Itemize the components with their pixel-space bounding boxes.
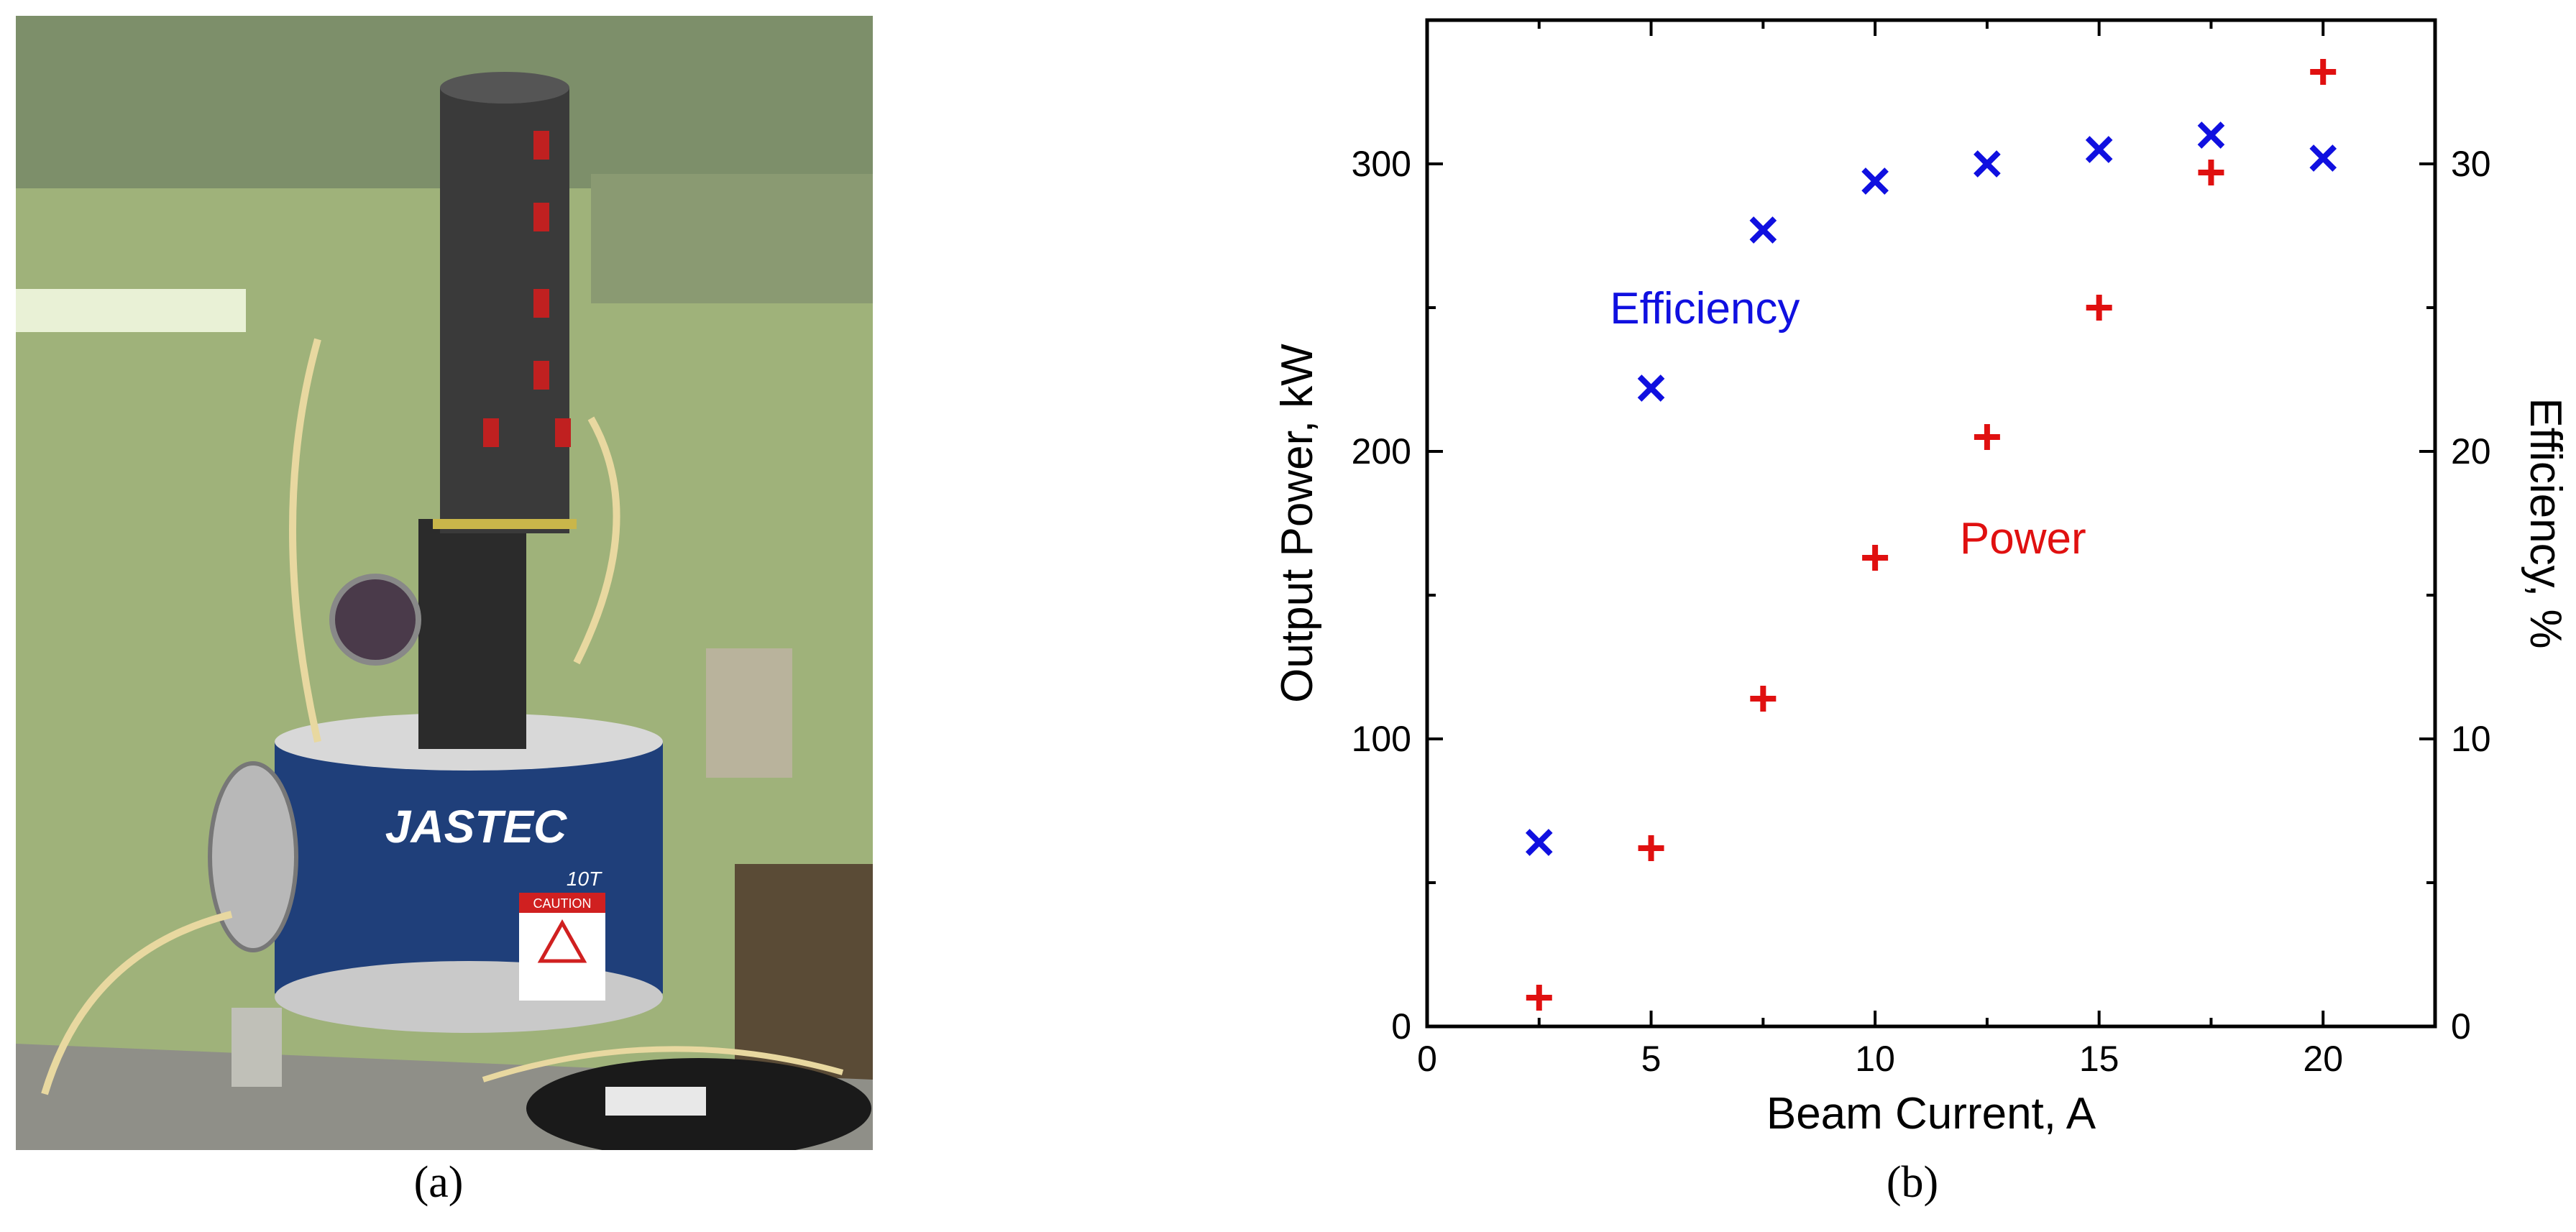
red-clamp [533, 203, 549, 231]
coolant-hose [41, 911, 233, 1095]
coolant-hose [289, 338, 321, 743]
x-tick-label: 0 [1417, 1039, 1437, 1079]
coolant-hose [573, 416, 620, 665]
red-clamp [533, 289, 549, 318]
y-right-axis-title: Efficiency, % [2521, 397, 2570, 648]
magnet-brand-label: JASTEC [385, 801, 567, 852]
efficiency-point [2309, 144, 2337, 172]
load-housing [208, 761, 298, 952]
photo-cabinet [735, 864, 873, 1080]
photo-light-fixture [16, 289, 246, 332]
efficiency-point [1525, 829, 1553, 856]
efficiency-point [1861, 167, 1889, 195]
warning-triangle-icon [537, 919, 587, 963]
y-right-tick-label: 10 [2451, 719, 2491, 759]
y-right-tick-label: 30 [2451, 144, 2491, 184]
power-point [2198, 160, 2224, 185]
x-tick-label: 15 [2079, 1039, 2119, 1079]
caption-b: (b) [1886, 1158, 1939, 1207]
photo-duct [591, 174, 873, 303]
red-clamp [555, 418, 571, 447]
tube-lower-section [418, 519, 526, 749]
y-left-tick-label: 200 [1352, 431, 1411, 472]
power-point [2086, 295, 2112, 321]
load-flange [232, 1008, 282, 1087]
efficiency-point [1974, 150, 2001, 178]
power-point [2310, 59, 2337, 85]
tube-tape-band [433, 519, 577, 529]
efficiency-point [2085, 136, 2113, 163]
efficiency-series-label: Efficiency [1610, 284, 1800, 334]
y-left-tick-label: 100 [1352, 719, 1411, 759]
y-left-tick-label: 300 [1352, 144, 1411, 184]
x-tick-label: 5 [1641, 1039, 1661, 1079]
photo-canister [706, 648, 792, 778]
window-port [329, 574, 421, 666]
efficiency-point [1637, 374, 1665, 402]
power-point [1750, 686, 1777, 712]
x-tick-label: 20 [2303, 1039, 2343, 1079]
power-point [1638, 835, 1664, 861]
red-clamp [533, 361, 549, 390]
tube-cap [440, 72, 569, 104]
red-clamp [483, 418, 499, 447]
efficiency-point [2197, 121, 2225, 149]
photo-tag [605, 1087, 706, 1116]
plot-frame [1425, 18, 2437, 1029]
coolant-hose [482, 1046, 844, 1082]
efficiency-point [1749, 216, 1777, 244]
caution-text: CAUTION [533, 896, 592, 911]
red-clamp [533, 131, 549, 160]
y-right-tick-label: 0 [2451, 1006, 2471, 1047]
power-series-label: Power [1960, 514, 2086, 564]
caption-a: (a) [413, 1158, 464, 1207]
caution-banner [519, 893, 605, 913]
x-axis-title: Beam Current, A [1766, 1089, 2096, 1139]
power-point [1526, 985, 1552, 1011]
y-left-axis-title: Output Power, kW [1273, 344, 1322, 703]
power-point [1862, 545, 1889, 571]
apparatus-photo: JASTEC 10T CAUTION [16, 16, 873, 1150]
x-tick-label: 10 [1855, 1039, 1895, 1079]
y-right-tick-label: 20 [2451, 431, 2491, 472]
magnet-field-label: 10T [567, 868, 602, 890]
y-left-tick-label: 0 [1391, 1006, 1411, 1047]
power-point [1974, 424, 2000, 450]
